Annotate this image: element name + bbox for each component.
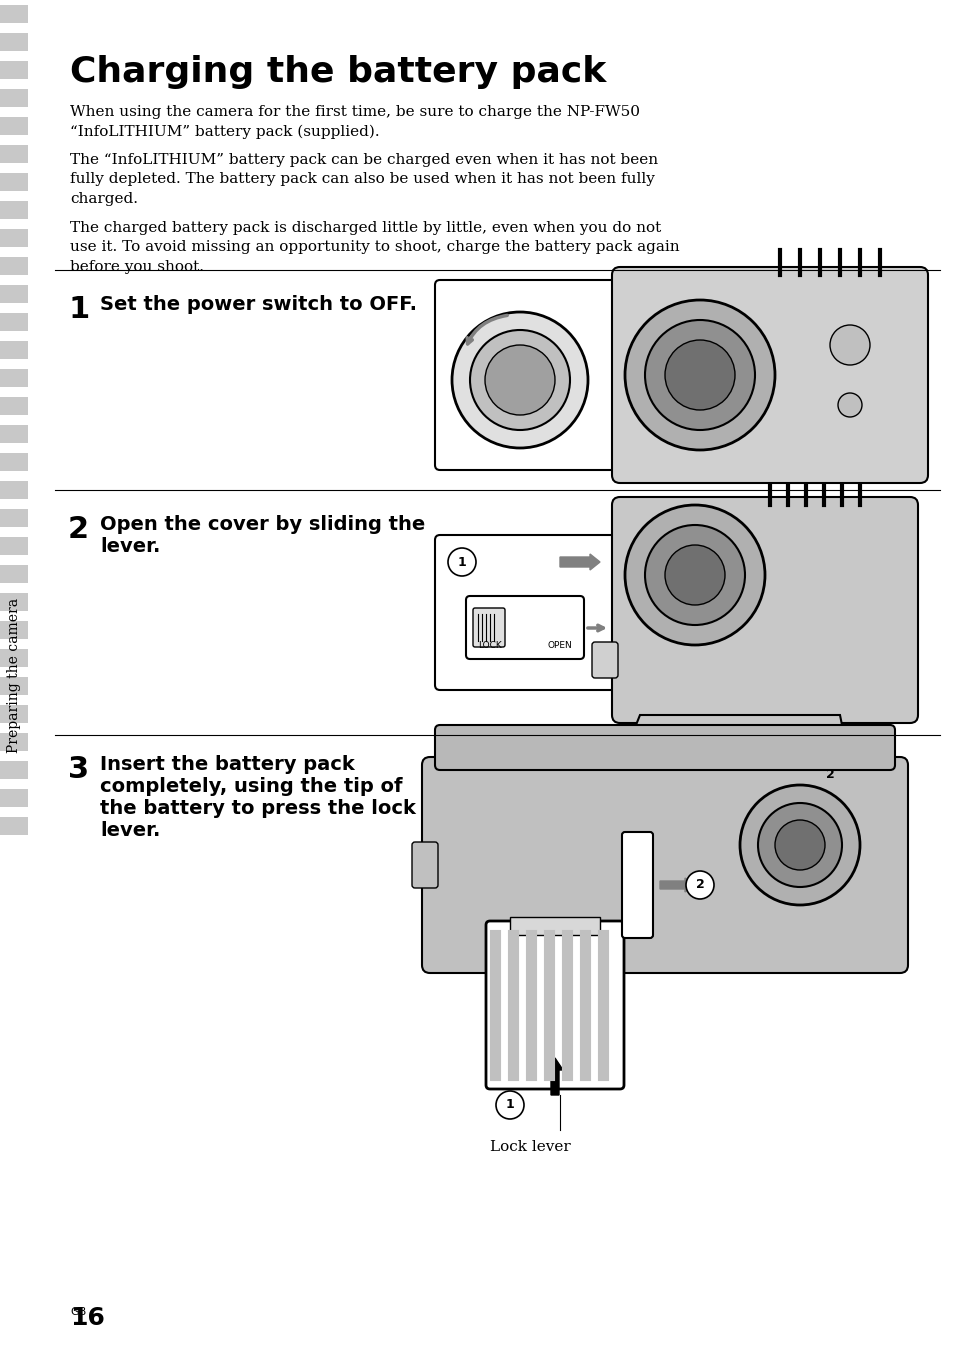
Bar [0, 816, 28, 835]
Bar [0, 229, 28, 247]
Text: Charging the battery pack: Charging the battery pack [70, 55, 605, 89]
Bar [0, 508, 28, 527]
Circle shape [664, 340, 734, 410]
Bar [0, 145, 28, 163]
Bar [0, 705, 28, 724]
FancyArrow shape [659, 878, 695, 892]
Circle shape [815, 761, 843, 790]
Bar [0, 650, 28, 667]
Bar [0, 200, 28, 219]
Bar [0, 677, 28, 695]
Text: GB: GB [70, 1307, 86, 1317]
Text: 16: 16 [70, 1306, 105, 1330]
Text: When using the camera for the first time, be sure to charge the NP-FW50
“InfoLIT: When using the camera for the first time… [70, 105, 639, 139]
FancyArrow shape [546, 1059, 562, 1095]
FancyBboxPatch shape [435, 535, 619, 690]
Text: Open the cover by sliding the
lever.: Open the cover by sliding the lever. [100, 515, 425, 555]
Polygon shape [619, 716, 849, 765]
Circle shape [448, 547, 476, 576]
FancyBboxPatch shape [621, 833, 652, 937]
FancyBboxPatch shape [465, 596, 583, 659]
Bar [0, 790, 28, 807]
Circle shape [774, 820, 824, 870]
Bar [0, 761, 28, 779]
Circle shape [496, 1091, 523, 1119]
Bar [0, 285, 28, 303]
Text: LOCK: LOCK [477, 642, 501, 650]
FancyBboxPatch shape [473, 608, 504, 647]
Text: 2: 2 [68, 515, 89, 543]
Circle shape [624, 300, 774, 451]
Circle shape [685, 872, 713, 898]
Text: 2: 2 [695, 878, 703, 892]
FancyBboxPatch shape [612, 268, 927, 483]
Circle shape [644, 525, 744, 625]
Text: Set the power switch to OFF.: Set the power switch to OFF. [100, 295, 416, 313]
Text: 2: 2 [824, 768, 834, 781]
Circle shape [484, 346, 555, 416]
FancyBboxPatch shape [485, 921, 623, 1089]
Bar [0, 174, 28, 191]
Text: Insert the battery pack
completely, using the tip of
the battery to press the lo: Insert the battery pack completely, usin… [100, 755, 416, 841]
Circle shape [452, 312, 587, 448]
Bar [0, 369, 28, 387]
Bar [0, 61, 28, 79]
Text: Lock lever: Lock lever [489, 1141, 570, 1154]
Circle shape [758, 803, 841, 886]
Text: Preparing the camera: Preparing the camera [7, 597, 21, 753]
FancyBboxPatch shape [412, 842, 437, 888]
Bar [0, 89, 28, 108]
Circle shape [644, 320, 754, 430]
Circle shape [740, 785, 859, 905]
Bar [0, 397, 28, 416]
Bar [0, 342, 28, 359]
Bar [510, 917, 599, 935]
Bar [0, 482, 28, 499]
FancyBboxPatch shape [592, 642, 618, 678]
Bar [0, 593, 28, 611]
Text: OPEN: OPEN [547, 642, 572, 650]
Circle shape [837, 393, 862, 417]
FancyBboxPatch shape [435, 725, 894, 769]
Bar [0, 621, 28, 639]
Text: 1: 1 [68, 295, 90, 324]
FancyBboxPatch shape [421, 757, 907, 972]
Bar [0, 117, 28, 134]
Bar [0, 313, 28, 331]
Bar [0, 453, 28, 471]
Bar [0, 34, 28, 51]
Bar [0, 257, 28, 274]
Bar [0, 425, 28, 443]
FancyBboxPatch shape [435, 280, 624, 469]
Circle shape [664, 545, 724, 605]
Text: 1: 1 [505, 1099, 514, 1111]
Circle shape [829, 325, 869, 364]
Bar [0, 733, 28, 751]
Circle shape [470, 330, 569, 430]
Text: 3: 3 [68, 755, 89, 784]
Bar [0, 537, 28, 555]
Text: The charged battery pack is discharged little by little, even when you do not
us: The charged battery pack is discharged l… [70, 221, 679, 274]
Bar [0, 5, 28, 23]
Text: 1: 1 [457, 555, 466, 569]
Bar [0, 565, 28, 582]
Circle shape [624, 504, 764, 646]
FancyArrow shape [559, 554, 599, 570]
FancyBboxPatch shape [612, 498, 917, 724]
Text: The “InfoLITHIUM” battery pack can be charged even when it has not been
fully de: The “InfoLITHIUM” battery pack can be ch… [70, 153, 658, 206]
